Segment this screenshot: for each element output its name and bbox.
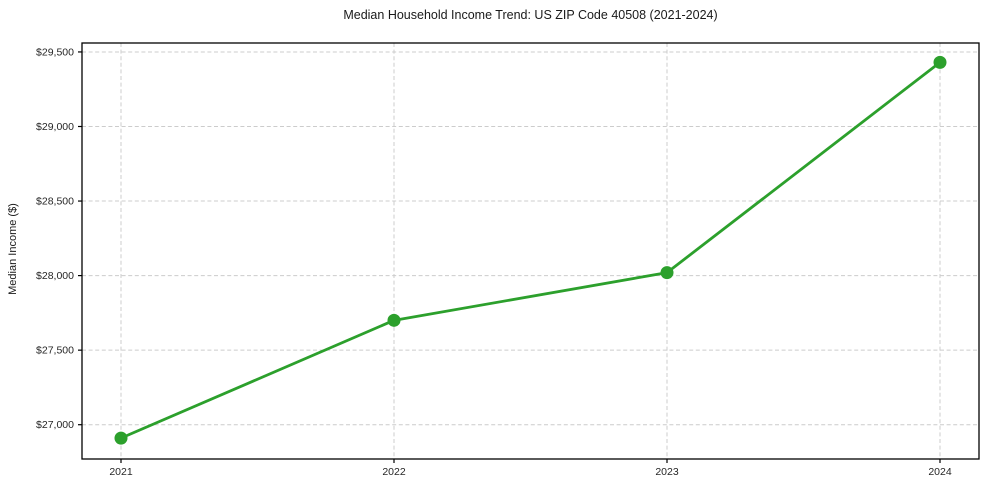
y-tick-label: $29,000 [36, 121, 74, 133]
y-tick-label: $28,500 [36, 196, 74, 208]
chart-title: Median Household Income Trend: US ZIP Co… [343, 8, 718, 22]
data-point [660, 266, 674, 280]
data-point [387, 313, 401, 327]
y-tick-label: $27,000 [36, 419, 74, 431]
x-tick-label: 2022 [382, 466, 406, 478]
x-tick-label: 2021 [109, 466, 133, 478]
y-tick-label: $28,000 [36, 270, 74, 282]
x-tick-label: 2023 [655, 466, 679, 478]
data-point [933, 55, 947, 69]
y-tick-label: $29,500 [36, 46, 74, 58]
y-tick-label: $27,500 [36, 345, 74, 357]
data-point [114, 431, 128, 445]
plot-border [81, 42, 980, 460]
x-tick-label: 2024 [928, 466, 952, 478]
trend-line [119, 60, 942, 440]
